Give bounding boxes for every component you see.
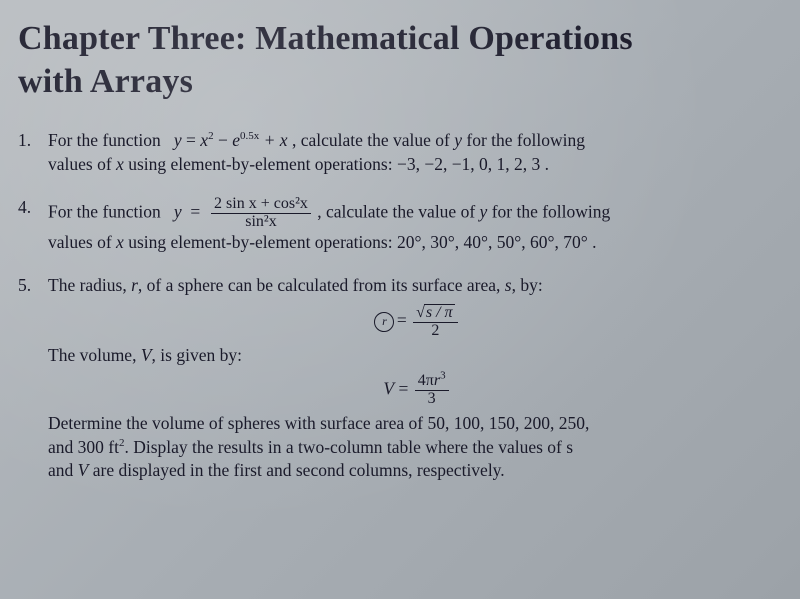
p5-eq1-eq: = <box>397 310 407 330</box>
p5-eq1: r = √s / π 2 <box>48 304 786 340</box>
p5-para-c-V: V <box>78 460 89 480</box>
p5-r: r <box>131 275 138 295</box>
p5-eq1-top: √s / π <box>413 304 457 323</box>
problem-4: 4. For the function y = 2 sin x + cos²x … <box>18 196 786 254</box>
p5-eq2: V = 4πr3 3 <box>48 373 786 408</box>
p1-tail1: , calculate the value of <box>292 130 454 150</box>
p5-eq2-r3: 3 <box>440 370 446 382</box>
p5-eq1-frac: √s / π 2 <box>413 304 457 340</box>
p4-frac-bot: sin²x <box>211 214 311 231</box>
p5-line1c: , by: <box>512 275 543 295</box>
p1-values: −3, −2, −1, 0, 1, 2, 3 . <box>397 154 549 174</box>
p1-minus: − <box>214 130 233 150</box>
p1-line2a: values of <box>48 154 116 174</box>
problem-5: 5. The radius, r, of a sphere can be cal… <box>18 274 786 482</box>
p5-eq2-top: 4πr3 <box>415 373 449 391</box>
p4-x: x <box>116 232 124 252</box>
p5-eq1-bot: 2 <box>413 323 457 340</box>
p5-eq2-eq: = <box>394 379 413 399</box>
p1-x2: x <box>200 130 208 150</box>
p5-eq2-bot: 3 <box>415 391 449 408</box>
p5-line1b: , of a sphere can be calculated from its… <box>138 275 505 295</box>
p1-tail2: for the following <box>462 130 585 150</box>
p4-frac-top: 2 sin x + cos²x <box>211 196 311 214</box>
p1-e: e <box>232 130 240 150</box>
p5-eq2-lhs: V <box>383 379 394 399</box>
chapter-title-line1: Chapter Three: Mathematical Operations <box>18 20 633 57</box>
p4-tail1: , calculate the value of <box>317 202 479 222</box>
p5-eq2-4pi: 4π <box>418 372 434 389</box>
p4-values: 20°, 30°, 40°, 50°, 60°, 70° . <box>397 232 597 252</box>
p5-line2b: , is given by: <box>152 345 242 365</box>
problem-5-number: 5. <box>18 274 31 298</box>
p5-eq2-frac: 4πr3 3 <box>415 373 449 408</box>
chapter-title: Chapter Three: Mathematical Operations w… <box>18 18 786 103</box>
p5-line2: The volume, <box>48 345 141 365</box>
p5-line1a: The radius, <box>48 275 131 295</box>
p4-line2b: using element-by-element operations: <box>124 232 397 252</box>
p1-yvar: y <box>454 130 462 150</box>
p1-lead: For the function <box>48 130 161 150</box>
p1-x: x <box>116 154 124 174</box>
p5-para-a: Determine the volume of spheres with sur… <box>48 413 589 433</box>
problem-list: 1. For the function y = x 2 − e0.5x + x ,… <box>18 129 786 483</box>
p5-eq1-ring-r: r <box>374 312 394 332</box>
problem-1-number: 1. <box>18 129 31 153</box>
p4-lead: For the function <box>48 202 161 222</box>
p1-y: y <box>174 130 182 150</box>
p5-V: V <box>141 345 152 365</box>
p4-tail2: for the following <box>487 202 610 222</box>
problem-1: 1. For the function y = x2 − e0.5x + x ,… <box>18 129 786 176</box>
p4-fraction: 2 sin x + cos²x sin²x <box>211 196 311 231</box>
p1-line2b: using element-by-element operations: <box>124 154 397 174</box>
p1-exp2: 0.5x <box>240 130 259 142</box>
p5-para-c1: and <box>48 460 78 480</box>
p4-y: y <box>174 202 182 222</box>
p5-para-c2: are displayed in the first and second co… <box>88 460 504 480</box>
problem-4-number: 4. <box>18 196 31 220</box>
p1-plusx: + x <box>259 130 287 150</box>
chapter-title-line2: with Arrays <box>18 63 193 100</box>
p4-line2a: values of <box>48 232 116 252</box>
p5-para-b2: . Display the results in a two-column ta… <box>124 437 573 457</box>
p5-eq1-top-inner: s / π <box>424 304 455 322</box>
p5-para-b1: and 300 ft <box>48 437 119 457</box>
p5-s: s <box>505 275 512 295</box>
